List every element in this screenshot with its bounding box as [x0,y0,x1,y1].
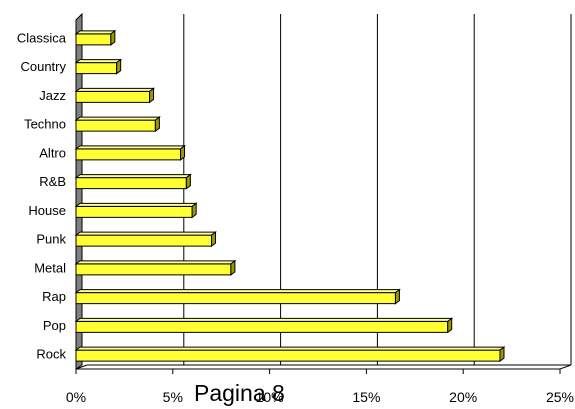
chart-floor [75,364,572,370]
category-label: Country [20,59,66,74]
bar-top [74,145,187,150]
bar-top [74,30,117,35]
category-label: Jazz [39,88,66,103]
category-label: Classica [17,30,67,45]
bar-pop [75,320,449,333]
bar-r-b [75,177,187,190]
category-label: Rap [42,289,66,304]
bar-top [74,59,123,64]
bar-top [74,87,156,92]
bar-side [185,173,191,190]
bar-techno [75,119,156,132]
x-tick-label: 15% [352,389,380,405]
page-footer: Pagina 8 [194,380,285,406]
category-label: Punk [36,232,66,247]
bar-side [447,317,453,334]
bar-side [149,87,155,104]
bar-punk [75,234,213,247]
category-label: Pop [43,318,66,333]
bar-side [191,202,197,219]
bar-top [74,231,218,236]
x-tick-label: 20% [449,389,477,405]
category-label: Altro [39,145,66,160]
category-label: R&B [39,174,66,189]
category-label: Techno [24,117,66,132]
bar-top [74,317,454,322]
category-label: Rock [36,347,66,362]
bar-top [74,116,161,121]
bar-side [211,231,217,248]
bar-top [74,260,237,265]
bar-side [180,144,186,161]
bar-top [74,174,192,179]
bar-side [154,116,160,133]
bar-classica [75,33,112,46]
bar-jazz [75,90,151,103]
bar-rock [75,349,501,362]
x-tick-label: 5% [163,389,183,405]
category-label: Metal [34,260,66,275]
bar-rap [75,292,396,305]
bar-country [75,62,118,75]
bar-top [74,346,506,351]
bar-house [75,205,193,218]
bar-side [394,288,400,305]
bar-top [74,202,198,207]
bar-side [116,58,122,75]
bar-side [499,346,505,363]
bar-top [74,289,401,294]
category-label: House [28,203,66,218]
bar-altro [75,148,182,161]
bar-metal [75,263,232,276]
x-tick-label: 0% [66,389,86,405]
bar-side [110,29,116,46]
x-tick-label: 25% [546,389,574,405]
bar-side [230,259,236,276]
x-tick-label: 10% [256,389,284,405]
